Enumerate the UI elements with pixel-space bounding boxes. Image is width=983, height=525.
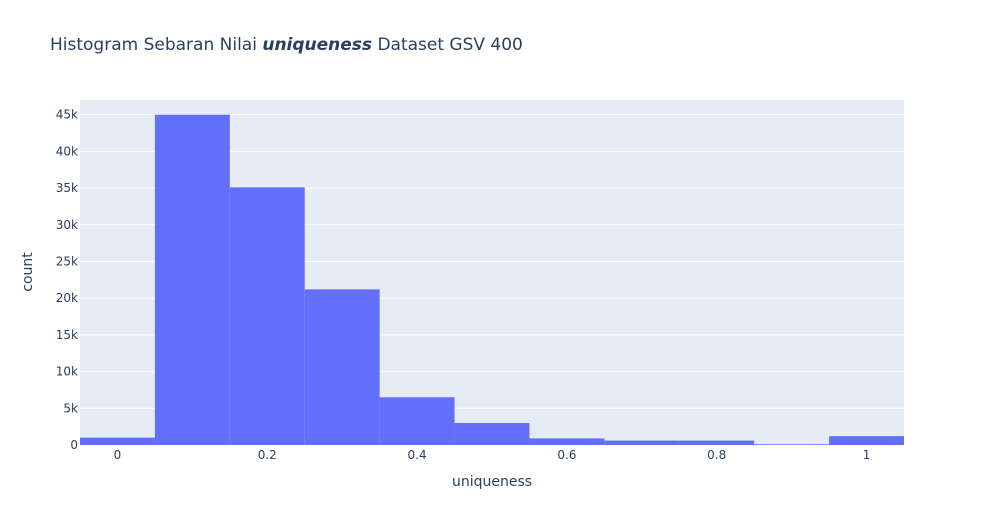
histogram-bar: [229, 187, 305, 445]
histogram-bar: [80, 437, 155, 445]
x-tick-label: 0.8: [707, 448, 726, 462]
histogram-bars: [80, 114, 904, 446]
chart-title-prefix: Histogram Sebaran Nilai: [50, 35, 262, 55]
chart-title: Histogram Sebaran Nilai uniqueness Datas…: [50, 35, 523, 55]
histogram-bar: [454, 422, 530, 445]
y-tick-label: 35k: [56, 181, 78, 195]
x-axis-ticks: 0 0.2 0.4 0.6 0.8 1: [114, 448, 871, 462]
x-tick-label: 0: [114, 448, 122, 462]
x-tick-label: 0.4: [408, 448, 427, 462]
y-axis-ticks: 0 5k 10k 15k 20k 25k 30k 35k 40k 45k: [56, 108, 78, 452]
y-tick-label: 25k: [56, 254, 78, 268]
histogram-bar: [604, 440, 680, 445]
histogram-bar: [154, 114, 230, 446]
histogram-bar: [829, 436, 904, 445]
y-tick-label: 0: [70, 438, 78, 452]
histogram-bar: [754, 444, 830, 445]
y-tick-label: 20k: [56, 291, 78, 305]
y-tick-label: 30k: [56, 218, 78, 232]
y-tick-label: 10k: [56, 365, 78, 379]
x-tick-label: 0.2: [258, 448, 277, 462]
histogram-bar: [304, 289, 380, 445]
chart-title-emphasis: uniqueness: [262, 35, 372, 55]
y-tick-label: 40k: [56, 144, 78, 158]
x-tick-label: 0.6: [557, 448, 576, 462]
y-tick-label: 5k: [63, 401, 78, 415]
y-tick-label: 45k: [56, 108, 78, 122]
chart-title-suffix: Dataset GSV 400: [372, 35, 523, 55]
histogram-bar: [679, 440, 755, 445]
y-axis-title: count: [20, 252, 36, 292]
histogram-bar: [529, 438, 605, 445]
y-tick-label: 15k: [56, 328, 78, 342]
x-axis-title: uniqueness: [452, 474, 532, 490]
histogram-bar: [379, 397, 455, 445]
x-tick-label: 1: [863, 448, 871, 462]
